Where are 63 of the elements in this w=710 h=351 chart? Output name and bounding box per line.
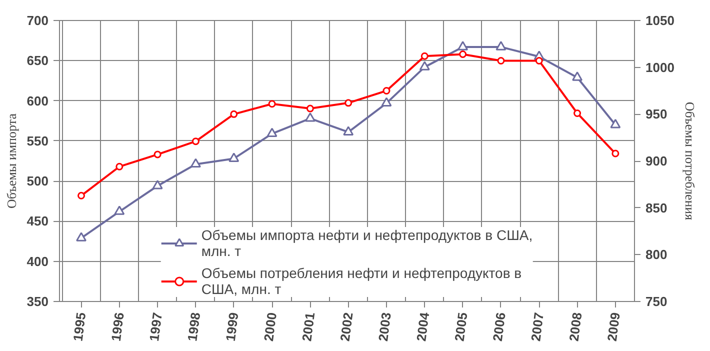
- point: [458, 41, 468, 50]
- point: [228, 152, 240, 162]
- x-tick-label: 2007: [528, 312, 547, 342]
- point: [572, 72, 583, 81]
- point: [382, 87, 390, 94]
- x-tick-label: 1999: [222, 312, 242, 342]
- x-tick-label: 1997: [146, 312, 165, 342]
- y2-tick-label: 1050: [646, 13, 674, 28]
- y-tick-label: 350: [26, 294, 49, 309]
- point: [612, 150, 620, 158]
- y2-tick-label: 900: [646, 154, 668, 168]
- x-tick-label: 2009: [604, 312, 623, 342]
- point: [610, 118, 621, 128]
- x-tick-label: 2002: [337, 312, 356, 342]
- y-tick-label: 400: [26, 254, 49, 269]
- point: [306, 104, 314, 112]
- y2-tick-label: 800: [646, 247, 668, 262]
- y2-tick-label: 850: [646, 200, 668, 216]
- point: [343, 126, 354, 136]
- point: [344, 99, 352, 107]
- x-tick-label: 2001: [299, 312, 318, 342]
- x-tick-label: 2003: [375, 312, 394, 342]
- y-tick-label: 550: [26, 133, 49, 148]
- point: [154, 150, 162, 158]
- point: [230, 110, 238, 118]
- y-tick-label: 700: [26, 13, 49, 28]
- point: [116, 162, 124, 170]
- point: [152, 180, 163, 190]
- x-tick-label: 2004: [414, 310, 432, 342]
- x-tick-label: 1998: [184, 312, 204, 342]
- point: [497, 57, 505, 65]
- y-tick-label: 650: [26, 53, 49, 68]
- point: [192, 138, 200, 146]
- legend-label: Объемы потребления нефти и нефтепродуктов в США, млн. т: [201, 265, 522, 297]
- point: [496, 41, 506, 50]
- point: [78, 192, 85, 200]
- point: [114, 206, 125, 215]
- y2-tick-label: 1000: [646, 60, 674, 75]
- point: [420, 52, 428, 60]
- point: [419, 61, 430, 70]
- y2-tick-label: 950: [646, 106, 668, 122]
- y2-tick-label: 750: [646, 294, 668, 309]
- point: [190, 158, 201, 168]
- point: [459, 50, 467, 58]
- point: [381, 97, 392, 107]
- x-tick-label: 2000: [260, 312, 280, 342]
- point: [76, 232, 86, 242]
- point: [535, 57, 543, 65]
- point: [574, 109, 582, 117]
- x-tick-label: 1996: [108, 312, 127, 342]
- y-tick-label: 500: [26, 174, 49, 189]
- x-tick-label: 1995: [70, 312, 89, 342]
- point: [304, 112, 316, 122]
- x-tick-label: 2005: [452, 312, 470, 342]
- y-tick-label: 600: [26, 93, 49, 108]
- legend-label: Объемы импорта нефти и нефтепродуктов в США, млн. т: [201, 227, 533, 259]
- y-axis-title: Объемы импорта: [4, 113, 19, 208]
- point: [266, 128, 278, 138]
- x-tick-label: 2006: [490, 312, 508, 342]
- y2-axis-title: Объемы потребления: [682, 102, 698, 220]
- point: [268, 100, 276, 108]
- x-tick-label: 2008: [566, 312, 585, 342]
- y-tick-label: 450: [26, 214, 49, 229]
